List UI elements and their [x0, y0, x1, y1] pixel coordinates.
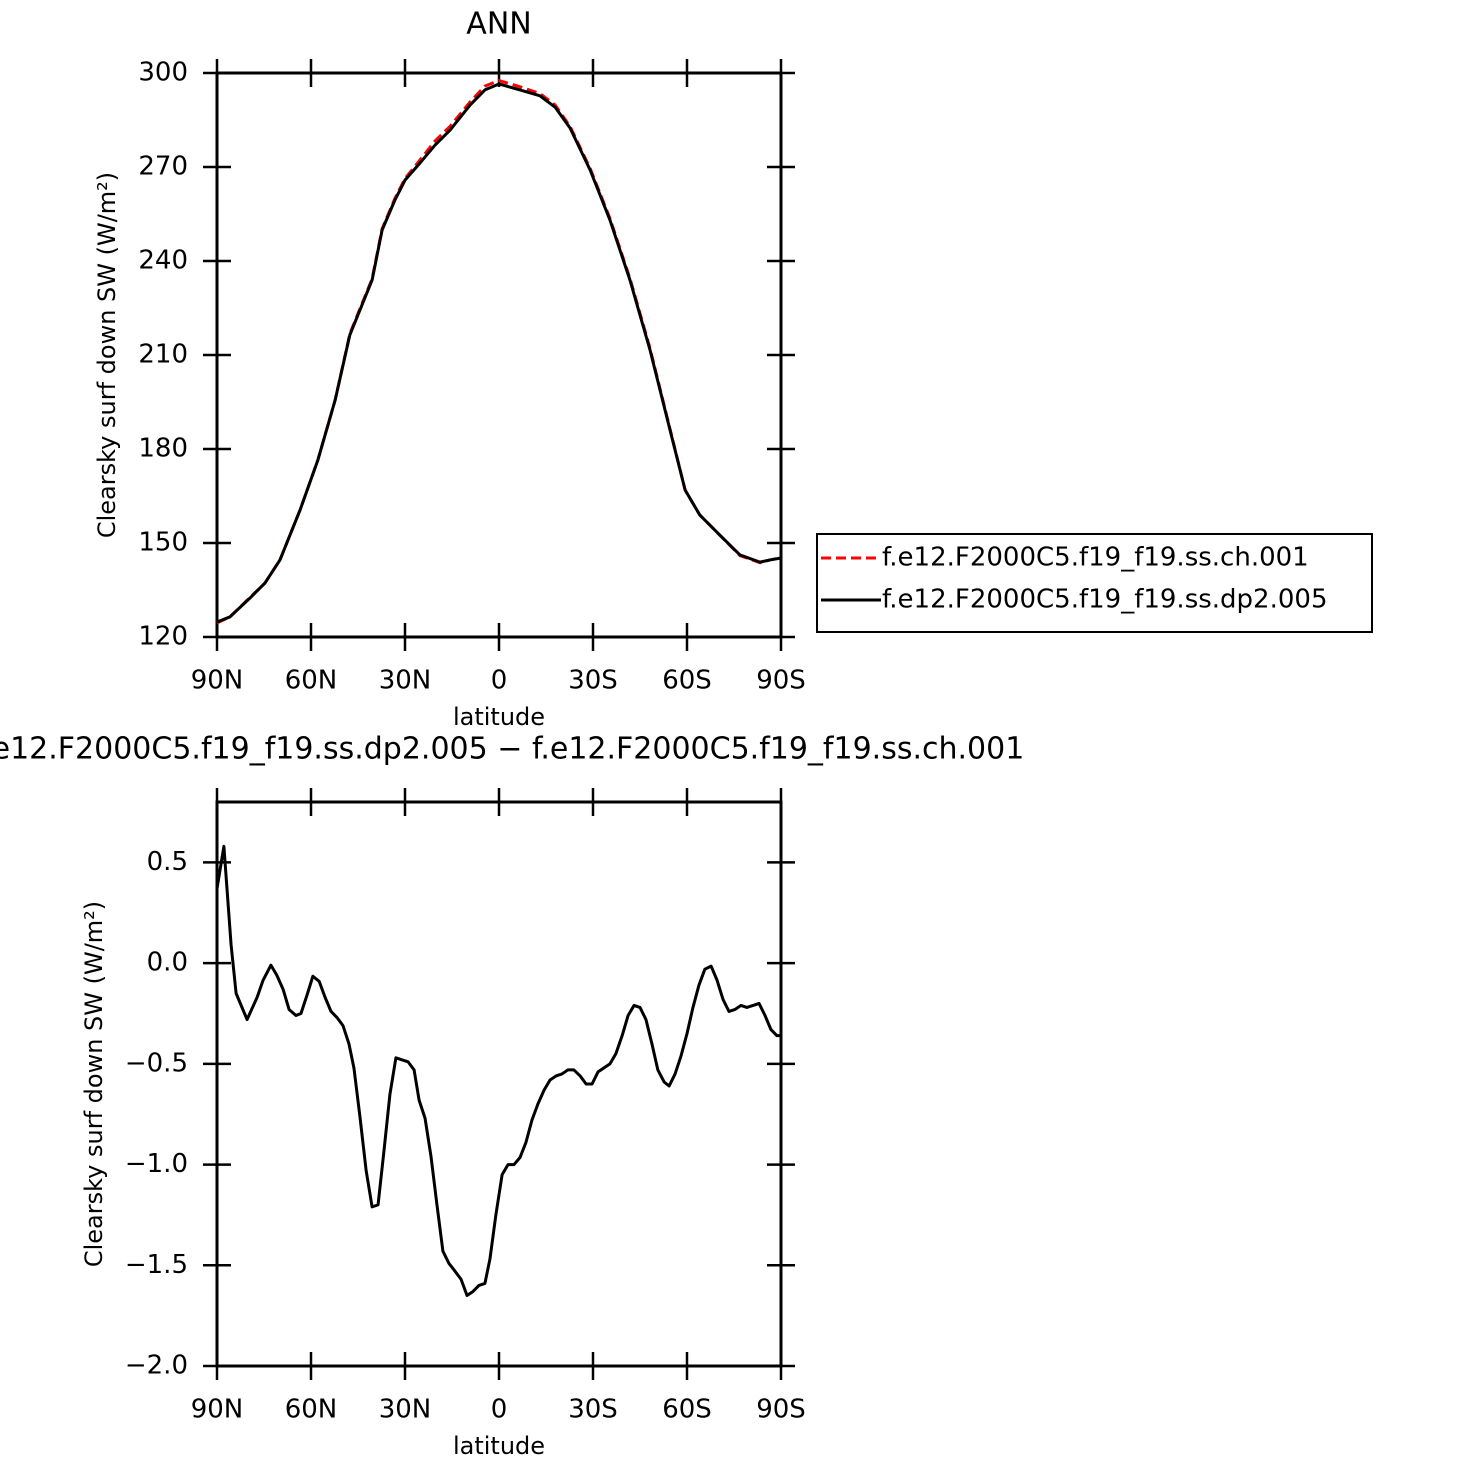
x-tick-label: 60S — [662, 666, 712, 696]
y-axis-label: Clearsky surf down SW (W/m²) — [93, 172, 121, 538]
y-tick-label: −1.0 — [125, 1149, 188, 1179]
legend-box — [816, 533, 1373, 633]
x-tick-label: 90N — [191, 1395, 244, 1425]
x-tick-label: 90N — [191, 666, 244, 696]
x-tick-label: 0 — [491, 666, 508, 696]
y-tick-label: 180 — [138, 434, 188, 464]
y-tick-label: 240 — [138, 246, 188, 276]
plot-frame — [215, 71, 783, 639]
y-tick-label: −2.0 — [125, 1351, 188, 1381]
plot-frame — [215, 800, 783, 1368]
x-tick-label: 90S — [756, 1395, 806, 1425]
x-axis-label: latitude — [453, 1432, 545, 1460]
y-tick-label: 150 — [138, 528, 188, 558]
y-tick-label: 0.5 — [147, 847, 188, 877]
legend-label: f.e12.F2000C5.f19_f19.ss.ch.001 — [882, 543, 1309, 573]
data-line — [215, 844, 781, 1297]
chart-title: f.e12.F2000C5.f19_f19.ss.dp2.005 − f.e12… — [0, 732, 1024, 767]
x-tick-label: 60S — [662, 1395, 712, 1425]
x-tick-label: 30N — [379, 1395, 432, 1425]
x-axis-label: latitude — [453, 703, 545, 731]
y-tick-label: 210 — [138, 340, 188, 370]
x-tick-label: 30N — [379, 666, 432, 696]
x-tick-label: 30S — [568, 1395, 618, 1425]
data-line — [216, 79, 782, 625]
chart-title: ANN — [466, 7, 531, 42]
x-tick-label: 30S — [568, 666, 618, 696]
x-tick-label: 0 — [491, 1395, 508, 1425]
y-tick-label: −0.5 — [125, 1048, 188, 1078]
y-tick-label: 300 — [138, 58, 188, 88]
y-tick-label: 270 — [138, 152, 188, 182]
data-line — [216, 82, 782, 624]
x-tick-label: 90S — [756, 666, 806, 696]
x-tick-label: 60N — [285, 666, 338, 696]
legend-label: f.e12.F2000C5.f19_f19.ss.dp2.005 — [882, 585, 1328, 615]
x-tick-label: 60N — [285, 1395, 338, 1425]
y-tick-label: 120 — [138, 622, 188, 652]
y-tick-label: 0.0 — [147, 948, 188, 978]
y-axis-label: Clearsky surf down SW (W/m²) — [80, 901, 108, 1267]
y-tick-label: −1.5 — [125, 1250, 188, 1280]
